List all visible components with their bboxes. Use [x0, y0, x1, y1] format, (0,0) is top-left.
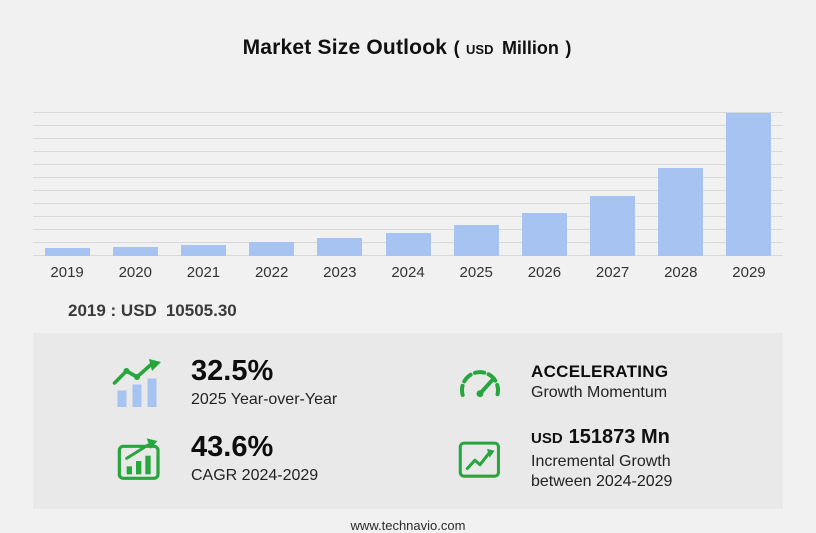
bar-slot-2026	[510, 112, 578, 256]
chart-plot-area	[33, 112, 783, 256]
x-tick-2028: 2028	[664, 264, 698, 281]
stat-cagr-text: 43.6% CAGR 2024-2029	[191, 432, 318, 485]
stat-yoy: 32.5% 2025 Year-over-Year	[111, 345, 451, 421]
bar-slot-2028	[647, 112, 715, 256]
x-tick-2022: 2022	[254, 264, 289, 281]
incremental-usd-prefix: USD	[531, 430, 563, 447]
stat-incremental: USD 151873 Mn Incremental Growth between …	[451, 421, 767, 497]
bar-2027	[590, 195, 636, 256]
title-text: Market Size Outlook	[242, 36, 448, 59]
x-axis-labels: 2019 2020 2021 2022 2023 2024 2025 2026 2027 2028…	[33, 264, 783, 281]
bar-slot-2021	[169, 112, 237, 256]
bar-slot-2025	[442, 112, 510, 256]
bar-slot-2019	[33, 112, 101, 256]
title-close-paren: )	[565, 38, 572, 58]
cagr-label: CAGR 2024-2029	[191, 466, 319, 484]
page-title: Market Size Outlook ( USD Million )	[0, 0, 816, 60]
bar-2019	[44, 247, 90, 256]
base-year-label: 2019 : USD	[68, 301, 157, 320]
x-tick-2026: 2026	[527, 264, 562, 281]
incremental-value-row: USD 151873 Mn	[531, 426, 672, 449]
momentum-label: Growth Momentum	[531, 384, 668, 402]
momentum-value: ACCELERATING	[531, 361, 669, 381]
x-tick-2029: 2029	[732, 264, 766, 281]
bar-slot-2024	[374, 112, 442, 256]
x-tick-2024: 2024	[391, 264, 425, 281]
x-tick-2019: 2019	[50, 264, 84, 281]
cagr-box-icon	[111, 437, 169, 481]
bar-2020	[112, 246, 158, 256]
incremental-label: Incremental Growth between 2024-2029	[531, 453, 673, 490]
stat-yoy-text: 32.5% 2025 Year-over-Year	[191, 356, 337, 409]
bar-2022	[249, 242, 295, 256]
stat-cagr: 43.6% CAGR 2024-2029	[111, 421, 451, 497]
bar-slot-2023	[306, 112, 374, 256]
stat-momentum-text: ACCELERATING Growth Momentum	[531, 361, 669, 404]
x-tick-2021: 2021	[186, 264, 221, 281]
bar-2026	[521, 213, 567, 256]
stat-incremental-text: USD 151873 Mn Incremental Growth between …	[531, 426, 672, 492]
yoy-label: 2025 Year-over-Year	[191, 390, 338, 408]
yoy-value: 32.5%	[191, 355, 274, 388]
speedometer-icon	[451, 363, 509, 403]
bar-2024	[385, 232, 431, 256]
bar-slot-2022	[238, 112, 306, 256]
stats-panel: 32.5% 2025 Year-over-Year ACCELERATING G…	[33, 333, 783, 509]
bar-slot-2027	[579, 112, 647, 256]
footer: www.technavio.com	[0, 518, 816, 533]
base-year-value: 10505.30	[165, 301, 237, 320]
bar-2029	[726, 113, 772, 256]
x-tick-2023: 2023	[323, 264, 357, 281]
x-tick-2025: 2025	[459, 264, 493, 281]
bar-2021	[180, 244, 226, 256]
title-unit-million: Million	[501, 38, 559, 58]
stat-momentum: ACCELERATING Growth Momentum	[451, 345, 767, 421]
bar-2025	[453, 225, 499, 256]
cagr-value: 43.6%	[191, 431, 274, 464]
bar-chart: 2019 2020 2021 2022 2023 2024 2025 2026 2027 2028…	[33, 112, 783, 281]
base-year-annotation: 2019 : USD 10505.30	[68, 301, 816, 321]
incremental-value: 151873 Mn	[568, 426, 670, 448]
bar-2023	[317, 238, 363, 256]
title-open-paren: (	[453, 38, 460, 58]
bar-slot-2020	[101, 112, 169, 256]
footer-url[interactable]: www.technavio.com	[350, 518, 466, 533]
x-tick-2027: 2027	[595, 264, 630, 281]
yoy-bars-icon	[111, 359, 169, 407]
title-unit-usd: USD	[466, 42, 494, 57]
bar-slot-2029	[715, 112, 783, 256]
bar-2028	[658, 168, 704, 256]
x-tick-2020: 2020	[118, 264, 152, 281]
incremental-growth-icon	[451, 438, 509, 480]
